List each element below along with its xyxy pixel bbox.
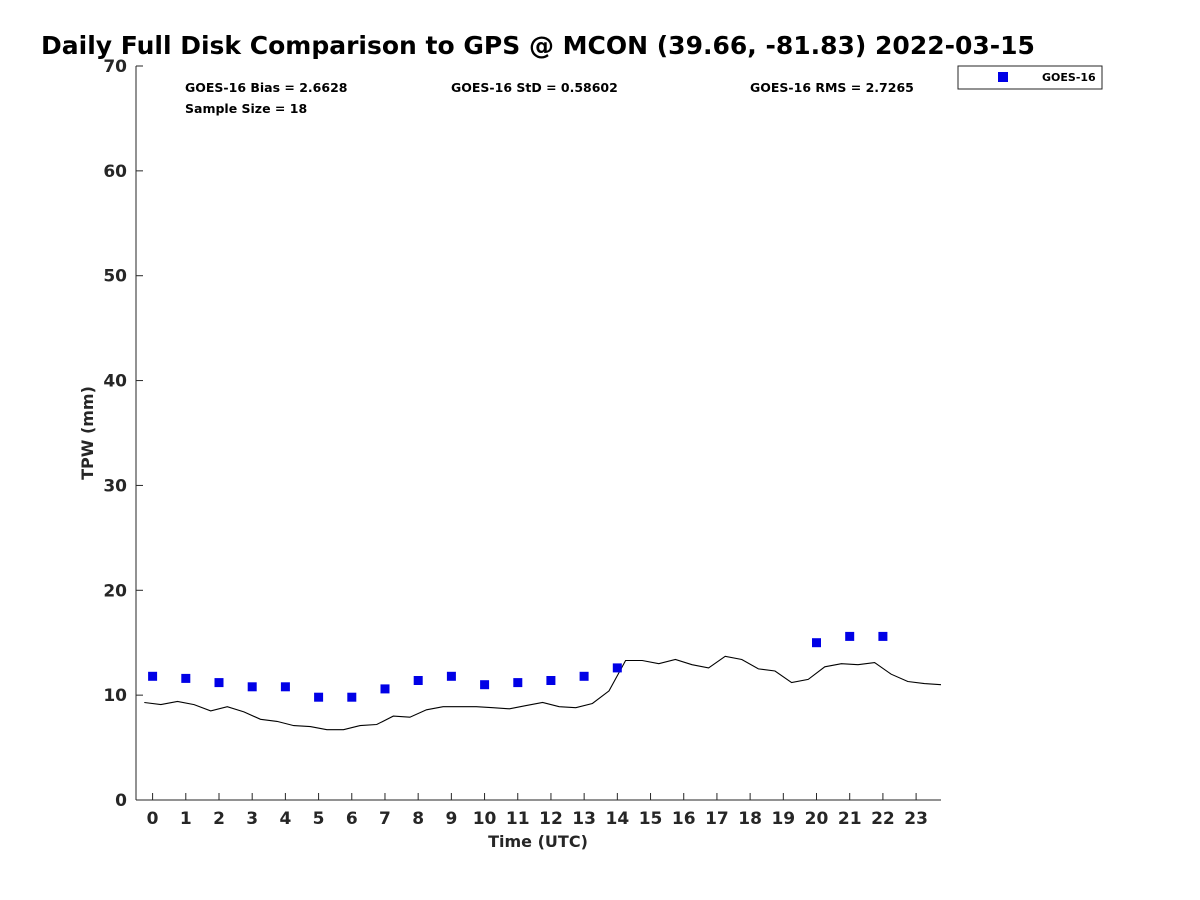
y-tick-label: 10 — [103, 686, 127, 706]
goes16-point — [214, 678, 224, 688]
x-tick-label: 2 — [213, 809, 225, 829]
goes16-point — [546, 676, 556, 685]
legend-goes16-marker — [998, 72, 1008, 82]
y-tick-label: 70 — [103, 57, 127, 77]
goes16-point — [247, 682, 257, 692]
gps-line-layer — [144, 655, 942, 731]
goes16-point — [845, 631, 855, 641]
y-tick-label: 50 — [103, 267, 127, 287]
rms-stat: GOES-16 RMS = 2.7265 — [750, 80, 914, 95]
legend-goes16-label: GOES-16 — [1042, 71, 1096, 84]
goes16-point — [579, 671, 589, 681]
goes16-point — [280, 682, 290, 692]
y-tick-label: 60 — [103, 162, 127, 182]
goes16-point — [413, 676, 423, 685]
x-tick-label: 17 — [705, 809, 729, 829]
x-tick-label: 3 — [246, 809, 258, 829]
goes16-point — [181, 673, 191, 683]
x-tick-label: 8 — [412, 809, 424, 829]
y-tick-label: 40 — [103, 372, 127, 392]
x-tick-label: 14 — [606, 809, 630, 829]
x-tick-label: 5 — [313, 809, 325, 829]
x-tick-label: 6 — [346, 809, 358, 829]
x-tick-label: 15 — [639, 809, 663, 829]
legend-box — [957, 65, 1103, 90]
plot-area: 0 1 2 3 4 5 6 7 8 9 10 11 12 13 14 15 16 17 18 19 20 21 22 23 0… — [103, 57, 942, 829]
goes16-point — [314, 692, 324, 702]
x-tick-label: 4 — [279, 809, 291, 829]
goes16-point — [347, 692, 357, 702]
x-tick-label: 11 — [506, 809, 530, 829]
y-axis-ticks: 0 10 20 30 40 50 60 70 — [103, 57, 143, 811]
x-tick-label: 20 — [805, 809, 829, 829]
x-tick-label: 1 — [180, 809, 192, 829]
goes16-point — [480, 680, 490, 690]
goes16-point — [148, 671, 158, 681]
sample-size-stat: Sample Size = 18 — [185, 101, 307, 116]
x-tick-label: 0 — [147, 809, 159, 829]
x-tick-label: 10 — [473, 809, 497, 829]
chart-title: Daily Full Disk Comparison to GPS @ MCON… — [41, 31, 1035, 60]
x-tick-label: 9 — [445, 809, 457, 829]
x-axis-label: Time (UTC) — [488, 832, 588, 851]
x-tick-label: 21 — [838, 809, 862, 829]
goes16-point — [513, 678, 523, 688]
x-tick-label: 7 — [379, 809, 391, 829]
x-tick-label: 13 — [572, 809, 596, 829]
x-axis-ticks: 0 1 2 3 4 5 6 7 8 9 10 11 12 13 14 15 16 17 18 19 20 21 22 23 — [147, 793, 928, 829]
x-tick-label: 22 — [871, 809, 895, 829]
gps-tpw-line — [144, 655, 942, 731]
y-tick-label: 30 — [103, 476, 127, 496]
goes16-point — [446, 671, 456, 681]
y-tick-label: 20 — [103, 581, 127, 601]
y-tick-label: 0 — [115, 791, 127, 811]
plot-background — [136, 66, 941, 800]
legend: GOES-16 — [957, 65, 1103, 90]
std-stat: GOES-16 StD = 0.58602 — [451, 80, 618, 95]
goes16-point — [612, 663, 622, 673]
goes16-point — [812, 638, 821, 648]
x-tick-label: 12 — [539, 809, 563, 829]
goes16-marker-layer — [148, 631, 888, 702]
x-tick-label: 19 — [771, 809, 795, 829]
x-tick-label: 23 — [904, 809, 928, 829]
y-axis-label: TPW (mm) — [78, 386, 97, 480]
x-tick-label: 16 — [672, 809, 696, 829]
goes16-point — [878, 631, 888, 641]
goes16-point — [380, 684, 390, 694]
bias-stat: GOES-16 Bias = 2.6628 — [185, 80, 347, 95]
x-tick-label: 18 — [738, 809, 762, 829]
